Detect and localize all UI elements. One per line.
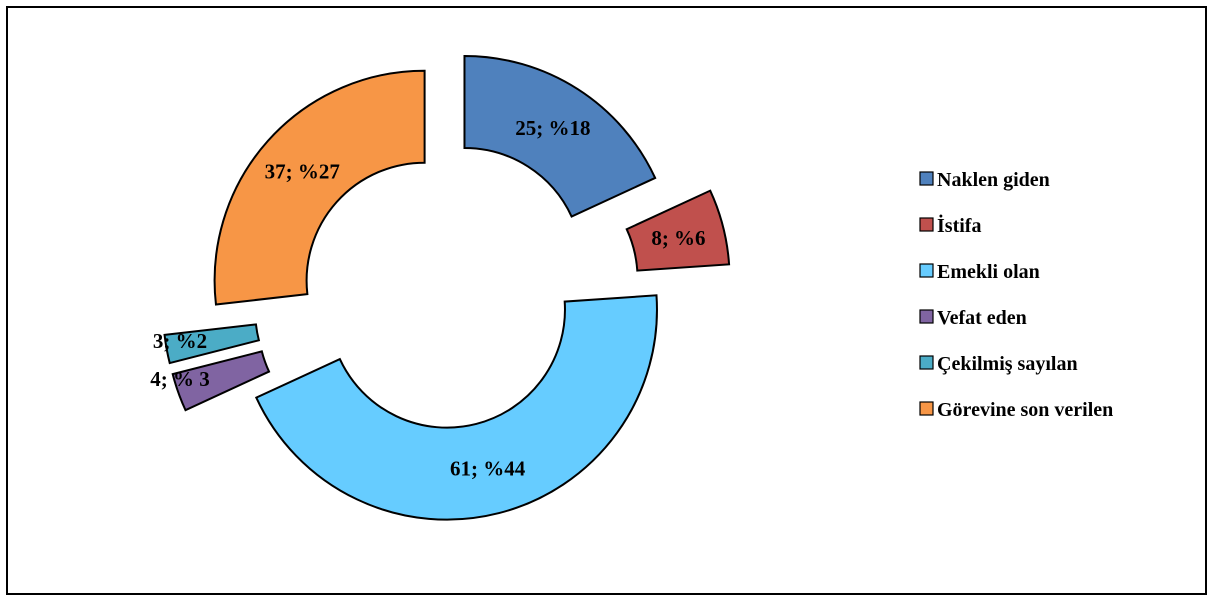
data-label-2: 61; %44 (450, 457, 526, 481)
legend-label-3: Vefat eden (937, 307, 1027, 329)
legend-swatch-1 (919, 217, 934, 232)
data-label-4: 3; %2 (153, 329, 207, 353)
legend-label-4: Çekilmiş sayılan (937, 353, 1078, 375)
slices-group (163, 54, 731, 521)
legend-swatch-0 (919, 171, 934, 186)
data-labels-group: 25; %18 8; %6 61; %44 4; % 3 3; %2 37; %27 (150, 116, 705, 481)
slice-1 (625, 189, 731, 272)
doughnut-chart: 25; %18 8; %6 61; %44 4; % 3 3; %2 37; %27 Na… (150, 54, 1113, 521)
legend-swatch-3 (919, 309, 934, 324)
data-label-1: 8; %6 (651, 226, 705, 250)
chart-frame: 25; %18 8; %6 61; %44 4; % 3 3; %2 37; %27 Na… (6, 6, 1207, 595)
legend-label-5: Görevine son verilen (937, 399, 1113, 421)
legend-swatch-5 (919, 401, 934, 416)
data-label-3: 4; % 3 (150, 367, 210, 391)
legend-label-2: Emekli olan (937, 261, 1040, 283)
slice-2 (254, 294, 658, 521)
slice-4 (163, 323, 261, 365)
legend-label-1: İstifa (937, 213, 981, 237)
legend-swatch-2 (919, 263, 934, 278)
legend: Naklen giden İstifa Emekli olan Vefat eden Ç… (919, 169, 1113, 421)
slice-3 (171, 350, 271, 412)
legend-swatch-4 (919, 355, 934, 370)
slice-5 (213, 69, 426, 306)
data-label-5: 37; %27 (265, 160, 340, 184)
slice-0 (463, 54, 657, 218)
legend-label-0: Naklen giden (937, 169, 1050, 191)
data-label-0: 25; %18 (515, 116, 590, 140)
